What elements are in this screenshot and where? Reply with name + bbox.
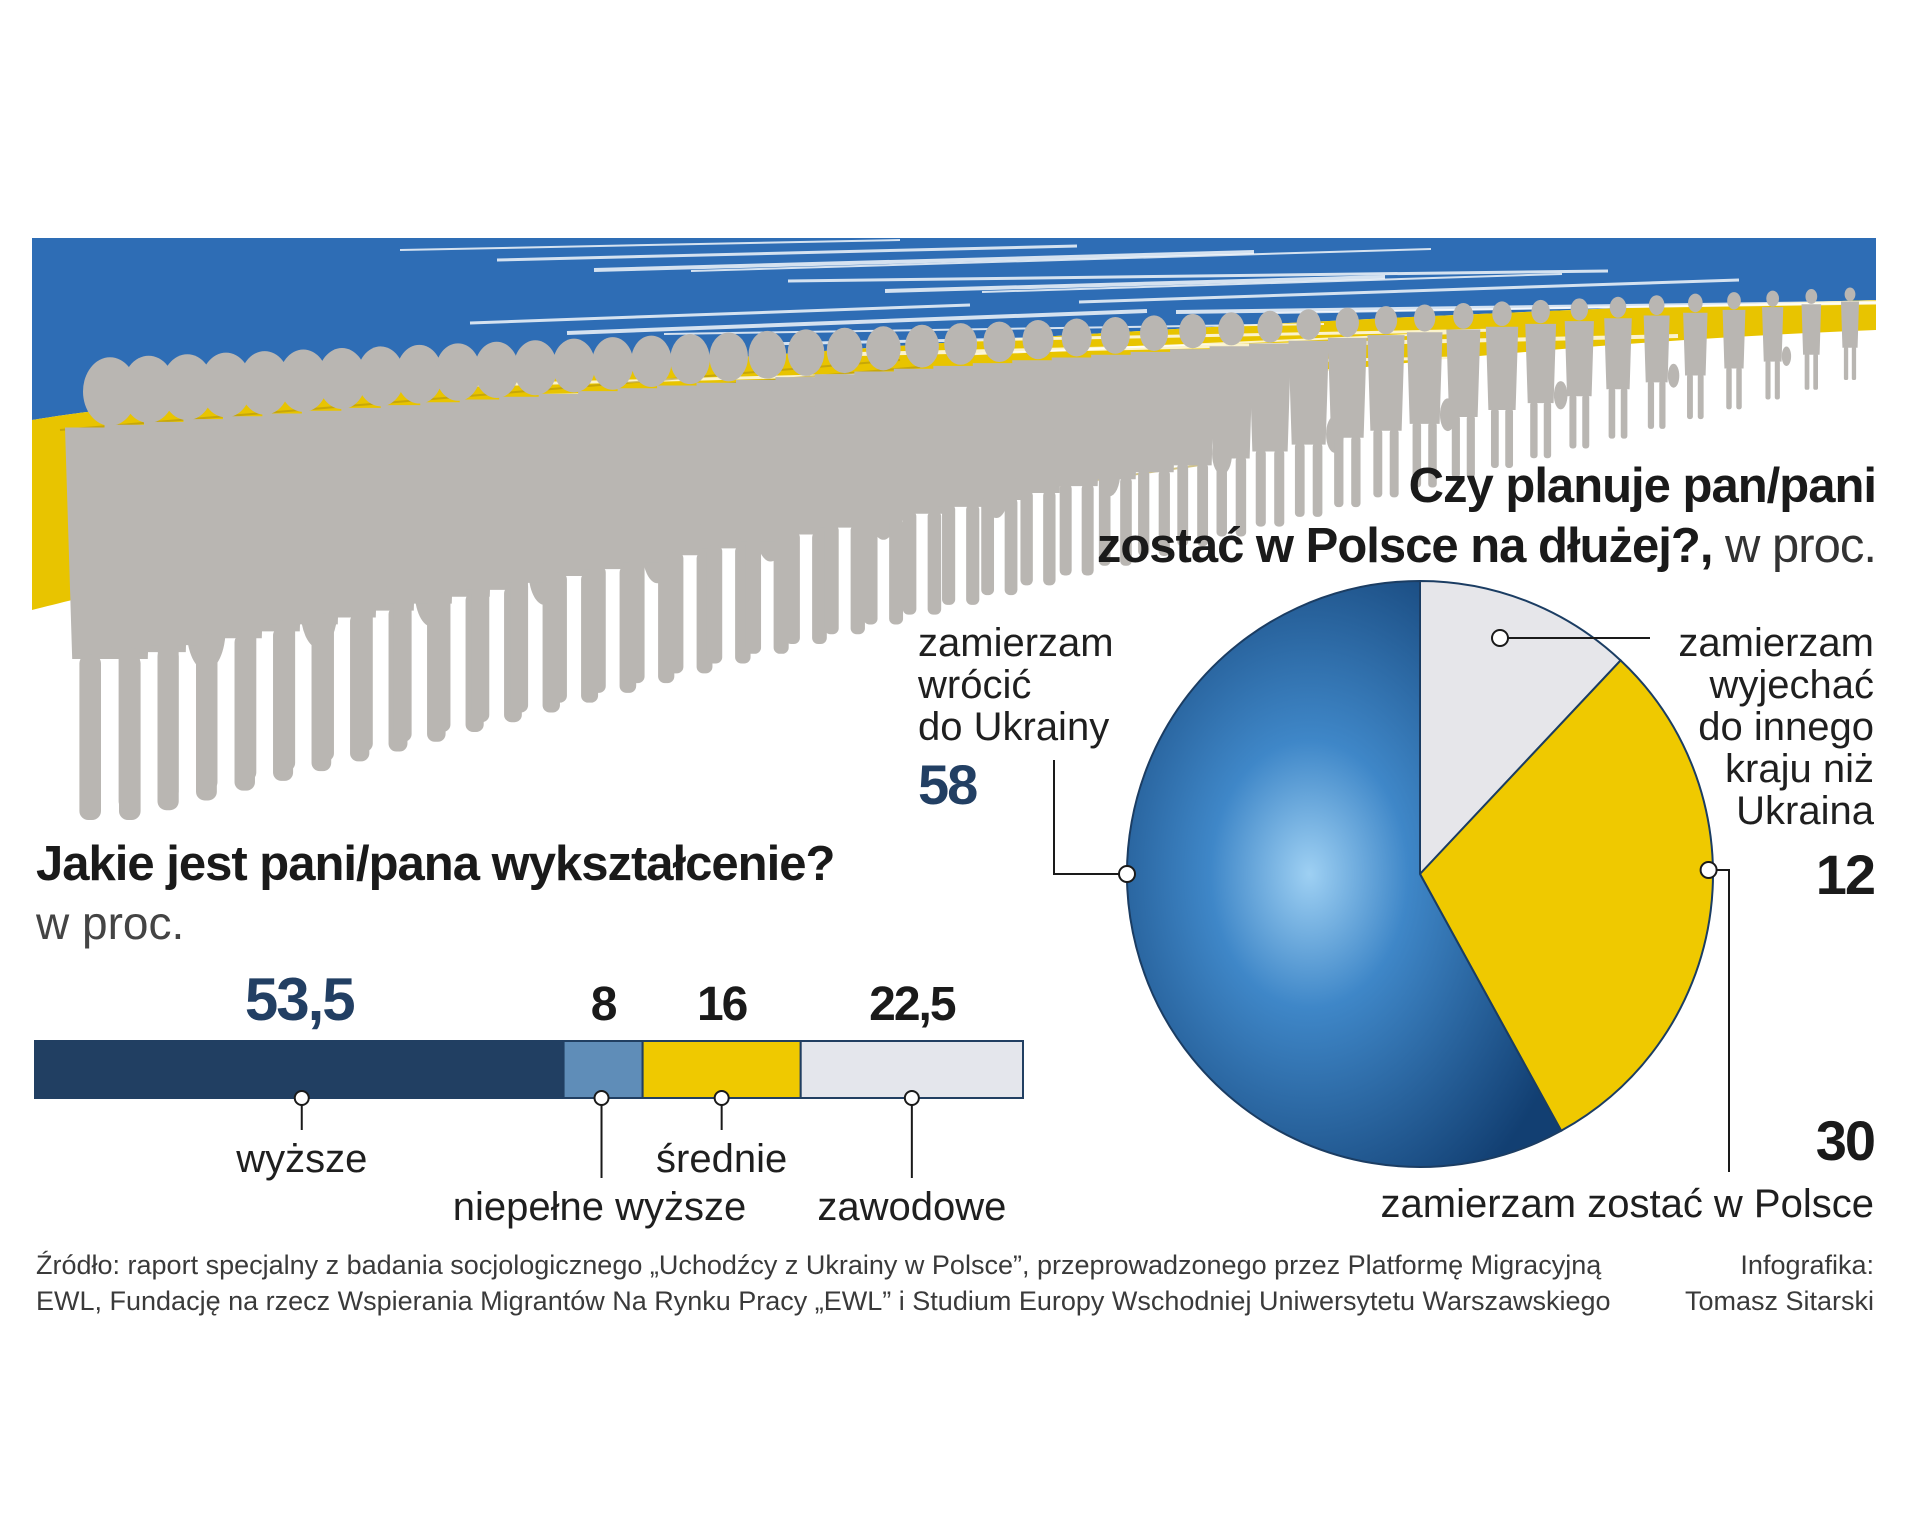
brush-streak	[566, 309, 1148, 335]
label-return-ukraine: zamierzam wrócić do Ukrainy	[918, 622, 1114, 748]
plans-title-unit: w proc.	[1712, 519, 1877, 573]
person-silhouette	[1446, 302, 1481, 478]
credit-note: Infografika: Tomasz Sitarski	[1685, 1247, 1874, 1319]
person-silhouette	[1367, 306, 1405, 498]
bar-value-label: 8	[591, 978, 617, 1031]
credit-line: Infografika:	[1740, 1250, 1874, 1280]
pointer-dot	[1699, 861, 1718, 879]
brush-streak	[399, 239, 901, 251]
person-silhouette	[1327, 307, 1367, 508]
brush-streak	[981, 273, 1563, 293]
pie-slice	[1126, 579, 1563, 1168]
label-line: kraju niż	[1725, 747, 1874, 791]
value-return-ukraine: 58	[918, 753, 978, 816]
brush-streak	[787, 269, 1609, 283]
person-silhouette	[1564, 298, 1594, 449]
person-silhouette	[1525, 299, 1568, 459]
person-silhouette	[972, 321, 1026, 596]
label-line: zamierzam	[918, 621, 1114, 665]
bar-category-label: średnie	[656, 1137, 787, 1181]
brush-streak	[496, 244, 1078, 262]
pointer-dot	[713, 1090, 730, 1106]
label-line: Ukraina	[1736, 789, 1874, 833]
label-line: zamierzam	[1678, 621, 1874, 665]
source-line: Źródło: raport specjalny z badania socjo…	[36, 1250, 1602, 1280]
person-silhouette	[1091, 316, 1140, 566]
person-silhouette	[1722, 292, 1746, 410]
label-stay-poland: zamierzam zostać w Polsce	[1380, 1182, 1874, 1226]
label-other-country: zamierzam wyjechać do innego kraju niż U…	[1678, 622, 1874, 832]
label-line: wrócić	[918, 663, 1032, 707]
bar-value-label: 16	[697, 978, 747, 1031]
pie-slice	[1419, 579, 1622, 877]
brush-streak	[593, 250, 1255, 272]
source-note: Źródło: raport specjalny z badania socjo…	[36, 1247, 1611, 1319]
brush-streak	[690, 248, 1432, 272]
bar-category-label: wyższe	[235, 1137, 367, 1181]
brush-streak	[469, 303, 971, 325]
pointer-line	[1708, 869, 1730, 1172]
pointer-line	[1053, 760, 1127, 875]
pointer-dot	[1118, 865, 1136, 883]
person-silhouette	[1604, 296, 1632, 439]
value-other-country: 12	[1815, 843, 1876, 906]
person-silhouette	[893, 324, 951, 615]
pointer-dot	[1491, 629, 1509, 647]
pointer-dot	[293, 1090, 310, 1106]
education-subtitle: w proc.	[36, 897, 185, 949]
person-silhouette	[1249, 310, 1291, 527]
value-stay-poland: 30	[1815, 1109, 1876, 1172]
person-silhouette	[1841, 287, 1859, 380]
education-title: Jakie jest pani/pana wykształcenie?	[36, 837, 835, 891]
person-silhouette	[1406, 304, 1456, 488]
credit-line: Tomasz Sitarski	[1684, 1286, 1874, 1316]
crowd-silhouettes	[65, 287, 1859, 820]
label-line: do Ukrainy	[918, 705, 1110, 749]
brush-streak	[884, 275, 1386, 293]
person-silhouette	[1130, 315, 1178, 556]
plans-title-bold: zostać w Polsce na dłużej?,	[1096, 519, 1714, 573]
person-silhouette	[1762, 290, 1792, 400]
pie-slice	[1418, 658, 1714, 1133]
bar-segment	[799, 1040, 1025, 1099]
pointer-dot	[593, 1090, 610, 1106]
brush-streak	[1078, 278, 1740, 304]
brush-streak	[1272, 300, 1920, 314]
label-line: do innego	[1698, 705, 1874, 749]
bar-category-label: niepełne wyższe	[453, 1185, 747, 1229]
label-line: wyjechać	[1709, 663, 1874, 707]
bar-value-label: 22,5	[869, 978, 956, 1031]
pointer-dot	[903, 1090, 920, 1106]
person-silhouette	[1012, 320, 1064, 586]
plans-title-line1: Czy planuje pan/pani	[1408, 459, 1877, 513]
person-silhouette	[1485, 301, 1519, 468]
person-silhouette	[1643, 295, 1680, 429]
person-silhouette	[1209, 312, 1254, 537]
bar-category-label: zawodowe	[817, 1185, 1006, 1229]
plans-title-line2: zostać w Polsce na dłużej?, w proc.	[1096, 518, 1877, 574]
person-silhouette	[1683, 293, 1708, 420]
bar-segment	[641, 1040, 802, 1099]
bar-value-label: 53,5	[245, 966, 354, 1033]
source-line: EWL, Fundację na rzecz Wspierania Migran…	[36, 1286, 1611, 1316]
person-silhouette	[1801, 289, 1822, 390]
